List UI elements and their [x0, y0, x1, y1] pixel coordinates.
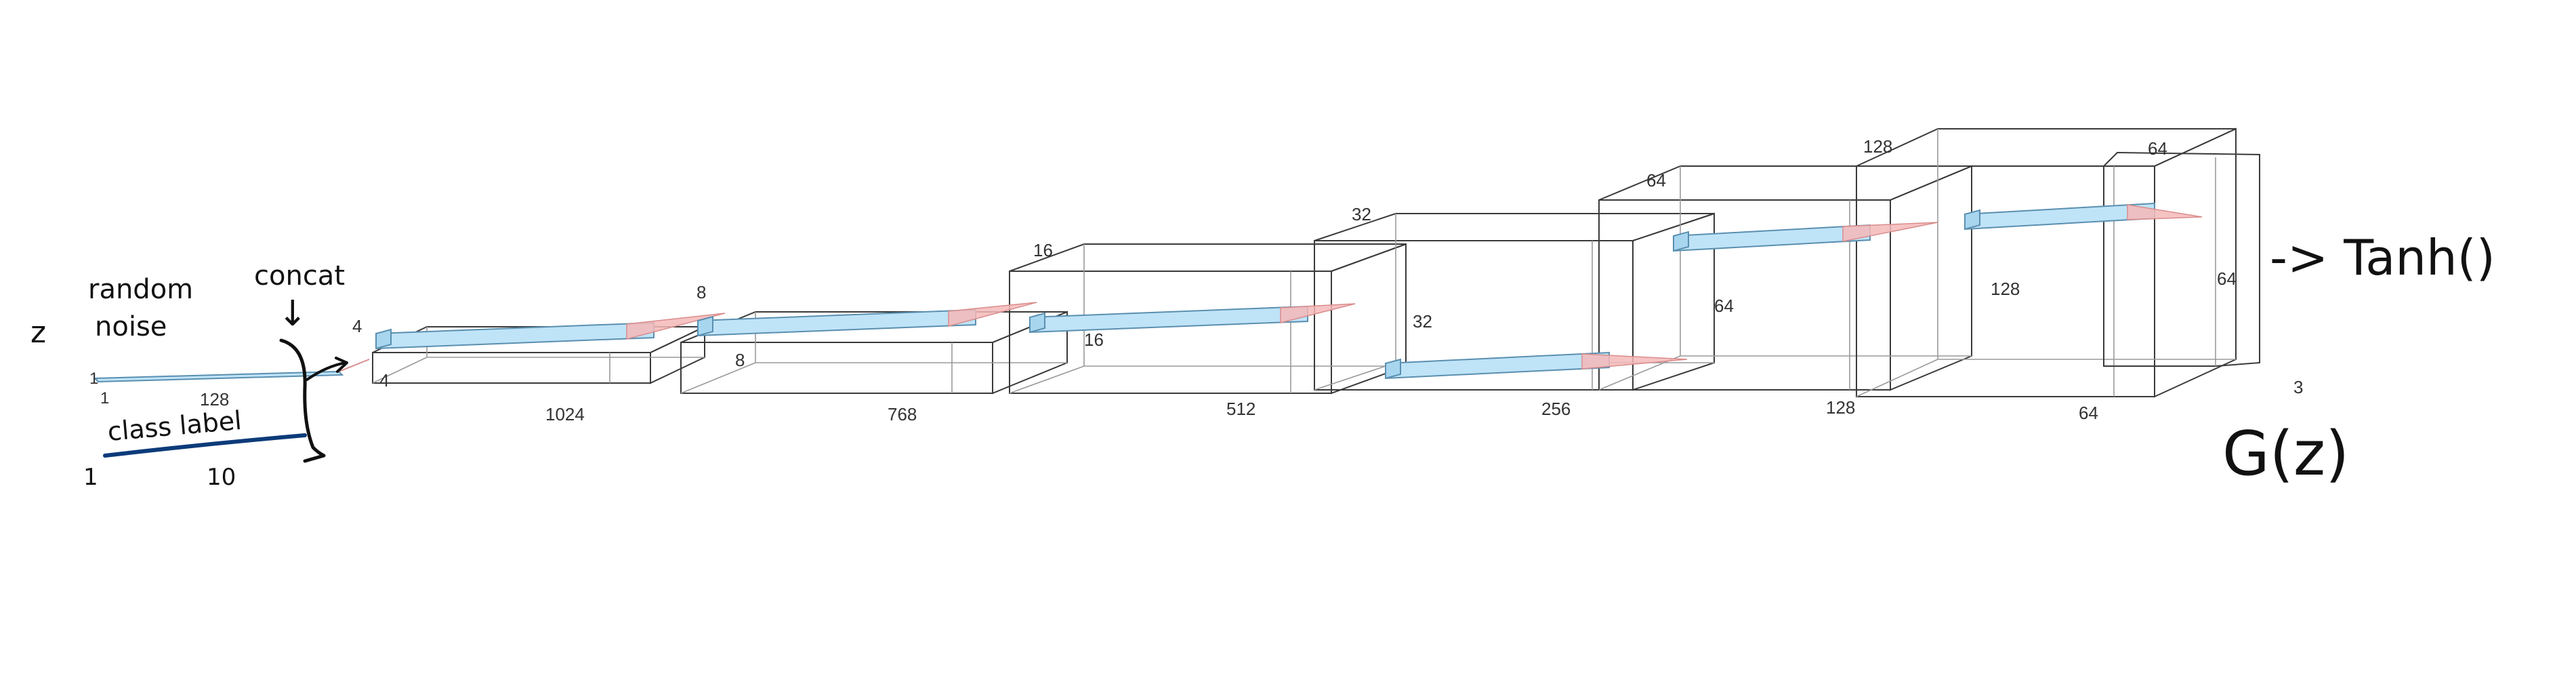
- block-top-dimension: 64: [1646, 170, 1666, 191]
- activation-label: -> Tanh(): [2270, 229, 2495, 286]
- block-front-dimension: 256: [1541, 399, 1571, 419]
- projection-cone: [1842, 222, 1938, 242]
- block-front-face: [372, 352, 651, 384]
- noise-dim-length: 128: [200, 389, 229, 410]
- block-hidden-edge: [1314, 362, 1396, 391]
- feature-map-block: 32 32 256: [1314, 204, 1715, 419]
- block-top-dimension: 4: [352, 316, 362, 336]
- kernel-prism: [1029, 305, 1308, 334]
- layer-kernels: [375, 202, 2203, 380]
- conv-kernel: [1964, 202, 2203, 231]
- function-label: G(z): [2222, 418, 2349, 490]
- kernel-end: [1673, 231, 1689, 252]
- concat-arrowhead: [335, 357, 348, 373]
- block-front-face: [680, 342, 993, 394]
- projection-cone: [1581, 353, 1688, 370]
- block-front-face: [1598, 199, 1891, 391]
- class-label-text: class label: [106, 405, 243, 447]
- layer-blocks: 4410248876816165123232256646412812812864…: [352, 127, 2303, 424]
- concat-bracket: [279, 338, 326, 463]
- concat-arrow: ↓: [278, 294, 308, 334]
- noise-vector: [93, 359, 370, 383]
- block-hidden-edge: [1009, 365, 1085, 394]
- block-top-face: [1314, 213, 1715, 241]
- block-depth-dimension: 32: [1413, 311, 1432, 332]
- block-front-dimension: 1024: [545, 404, 585, 424]
- block-front-face: [1314, 240, 1634, 391]
- kernel-end: [375, 328, 392, 350]
- block-depth-dimension: 16: [1084, 330, 1104, 350]
- output-top-dimension: 64: [2148, 138, 2167, 159]
- conv-kernel: [375, 313, 726, 350]
- concat-to-block-arrow: [306, 361, 347, 381]
- block-front-dimension: 128: [1826, 397, 1855, 418]
- block-depth-dimension: 4: [379, 370, 389, 391]
- output-block-face: [2103, 151, 2260, 367]
- block-top-dimension: 16: [1033, 240, 1053, 260]
- kernel-prism: [1673, 224, 1871, 252]
- block-hidden-edge: [372, 357, 428, 384]
- noise-label-line2: noise: [95, 311, 167, 342]
- z-label: z: [30, 315, 46, 350]
- block-depth-dimension: 64: [1714, 296, 1734, 316]
- noise-label-line1: random: [88, 274, 193, 305]
- projection-cone: [1280, 303, 1356, 323]
- projection-cone: [948, 302, 1037, 327]
- output-block: 64 64 3: [2103, 138, 2303, 397]
- block-top-face: [1856, 128, 2237, 167]
- class-dim-length: 10: [207, 464, 236, 491]
- block-hidden-edge: [680, 362, 756, 394]
- kernel-prism: [1964, 202, 2155, 231]
- kernel-prism: [697, 308, 976, 337]
- conv-kernel: [1385, 351, 1688, 380]
- projection-cone: [2127, 204, 2203, 220]
- kernel-end: [1029, 312, 1045, 334]
- block-depth-dimension: 8: [735, 350, 745, 370]
- block-front-dimension: 512: [1226, 399, 1255, 419]
- block-side-face: [2154, 127, 2237, 398]
- output-front-dimension: 3: [2293, 377, 2303, 397]
- class-label-line: [103, 433, 307, 458]
- block-side-face: [650, 325, 705, 384]
- noise-dim-height: 1: [89, 370, 98, 388]
- conv-kernel: [1673, 222, 1938, 252]
- block-depth-dimension: 128: [1991, 279, 2020, 299]
- concat-label: concat: [254, 260, 345, 292]
- conv-kernel: [697, 302, 1037, 337]
- feature-map-block: 4 4 1024: [352, 316, 705, 424]
- block-top-dimension: 128: [1863, 136, 1892, 157]
- kernel-end: [1964, 209, 1980, 231]
- feature-map-block: 64 64 128: [1598, 165, 1972, 418]
- feature-map-block: 128 128 64: [1856, 127, 2237, 423]
- kernel-prism: [1385, 351, 1610, 380]
- block-front-face: [1856, 165, 2155, 397]
- block-top-face: [1009, 243, 1407, 272]
- output-side-dimension: 64: [2217, 268, 2237, 289]
- kernel-end: [697, 315, 713, 337]
- conv-kernel: [1029, 303, 1356, 334]
- block-top-dimension: 8: [697, 282, 706, 302]
- noise-dim-width: 1: [100, 389, 109, 407]
- class-dim-height: 1: [83, 464, 98, 491]
- block-top-dimension: 32: [1352, 204, 1371, 224]
- block-front-dimension: 64: [2079, 403, 2098, 423]
- block-front-dimension: 768: [888, 404, 917, 424]
- block-front-face: [1009, 271, 1332, 394]
- block-hidden-edge: [1856, 359, 1938, 397]
- kernel-end: [1385, 358, 1401, 380]
